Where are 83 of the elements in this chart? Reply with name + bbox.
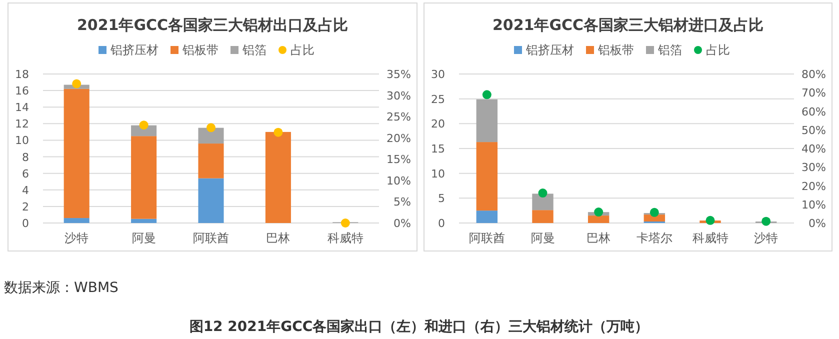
- bar: [476, 142, 498, 211]
- x-tick-label: 阿曼: [530, 231, 555, 245]
- point: [340, 218, 350, 228]
- x-tick-label: 沙特: [64, 231, 89, 245]
- point: [706, 216, 715, 225]
- bar: [476, 210, 498, 223]
- x-tick-label: 巴林: [586, 231, 611, 245]
- chart-title: 2021年GCC各国家三大铝材进口及占比: [492, 16, 764, 34]
- chart-title: 2021年GCC各国家三大铝材出口及占比: [76, 16, 348, 34]
- point: [206, 123, 216, 132]
- x-tick-label: 科威特: [692, 231, 728, 245]
- bar: [131, 218, 157, 223]
- y-tick-label: 18: [15, 68, 29, 81]
- y-tick-label: 6: [22, 167, 29, 180]
- point: [762, 216, 771, 226]
- point: [650, 208, 659, 217]
- source-note: 数据来源：WBMS: [4, 280, 119, 296]
- y2-tick-label: 70%: [802, 86, 826, 100]
- point: [274, 128, 283, 137]
- y-tick-label: 0: [22, 217, 29, 230]
- y2-tick-label: 80%: [802, 68, 826, 81]
- y2-tick-label: 40%: [802, 142, 826, 156]
- bar: [131, 136, 157, 219]
- bar: [588, 216, 610, 223]
- bar: [532, 194, 554, 210]
- bar: [198, 178, 224, 223]
- y2-tick-label: 30%: [386, 89, 411, 102]
- legend-label: 铝箔: [242, 43, 266, 57]
- y2-tick-label: 25%: [386, 110, 411, 124]
- point: [594, 208, 604, 217]
- y2-tick-label: 0%: [808, 217, 826, 230]
- y-tick-label: 12: [15, 118, 29, 131]
- caption: 图12 2021年GCC各国家出口（左）和进口（右）三大铝材统计（万吨）: [189, 318, 649, 335]
- y-tick-label: 8: [22, 150, 29, 164]
- point: [72, 79, 82, 88]
- legend-label: 铝板带: [597, 43, 634, 57]
- y-tick-label: 2: [22, 200, 29, 214]
- y2-tick-label: 60%: [802, 105, 826, 118]
- y-tick-label: 10: [15, 134, 29, 148]
- y2-tick-label: 5%: [394, 196, 411, 209]
- y-tick-label: 0: [438, 217, 445, 230]
- x-tick-label: 科威特: [327, 231, 364, 245]
- point: [139, 120, 148, 130]
- y-tick-label: 15: [431, 142, 445, 156]
- y2-tick-label: 20%: [386, 132, 411, 145]
- x-tick-label: 巴林: [266, 231, 290, 245]
- legend-label: 铝箔: [657, 43, 682, 57]
- legend-label: 占比: [706, 43, 730, 57]
- bar: [476, 99, 498, 142]
- x-tick-label: 阿联酋: [468, 231, 505, 245]
- bar: [644, 214, 666, 222]
- y2-tick-label: 0%: [394, 217, 411, 230]
- y2-tick-label: 30%: [802, 161, 826, 174]
- y-tick-label: 4: [22, 184, 29, 197]
- point: [538, 188, 548, 198]
- bar: [532, 210, 554, 223]
- y-tick-label: 5: [438, 192, 445, 206]
- x-tick-label: 卡塔尔: [636, 231, 672, 245]
- bar: [198, 128, 224, 144]
- legend-label: 铝挤压材: [110, 43, 158, 57]
- y-tick-label: 30: [431, 68, 445, 81]
- x-tick-label: 阿联酋: [193, 231, 229, 245]
- legend-label: 铝板带: [182, 43, 218, 57]
- y2-tick-label: 50%: [802, 124, 826, 137]
- bar: [64, 218, 90, 223]
- point: [482, 90, 492, 100]
- y2-tick-label: 10%: [386, 174, 411, 188]
- y-tick-label: 16: [15, 84, 29, 98]
- y2-tick-label: 20%: [802, 180, 826, 193]
- y-tick-label: 10: [431, 167, 445, 180]
- y2-tick-label: 35%: [386, 68, 411, 81]
- y-tick-label: 20: [431, 118, 445, 131]
- legend-label: 铝挤压材: [525, 43, 574, 57]
- bar: [198, 144, 224, 178]
- y2-tick-label: 15%: [386, 153, 411, 166]
- y2-tick-label: 10%: [802, 198, 826, 212]
- x-tick-label: 沙特: [754, 231, 778, 245]
- legend-label: 占比: [290, 43, 314, 57]
- bar: [265, 132, 291, 223]
- x-tick-label: 阿曼: [132, 231, 156, 245]
- y-tick-label: 25: [431, 92, 445, 106]
- y-tick-label: 14: [15, 101, 29, 114]
- bar: [64, 88, 90, 218]
